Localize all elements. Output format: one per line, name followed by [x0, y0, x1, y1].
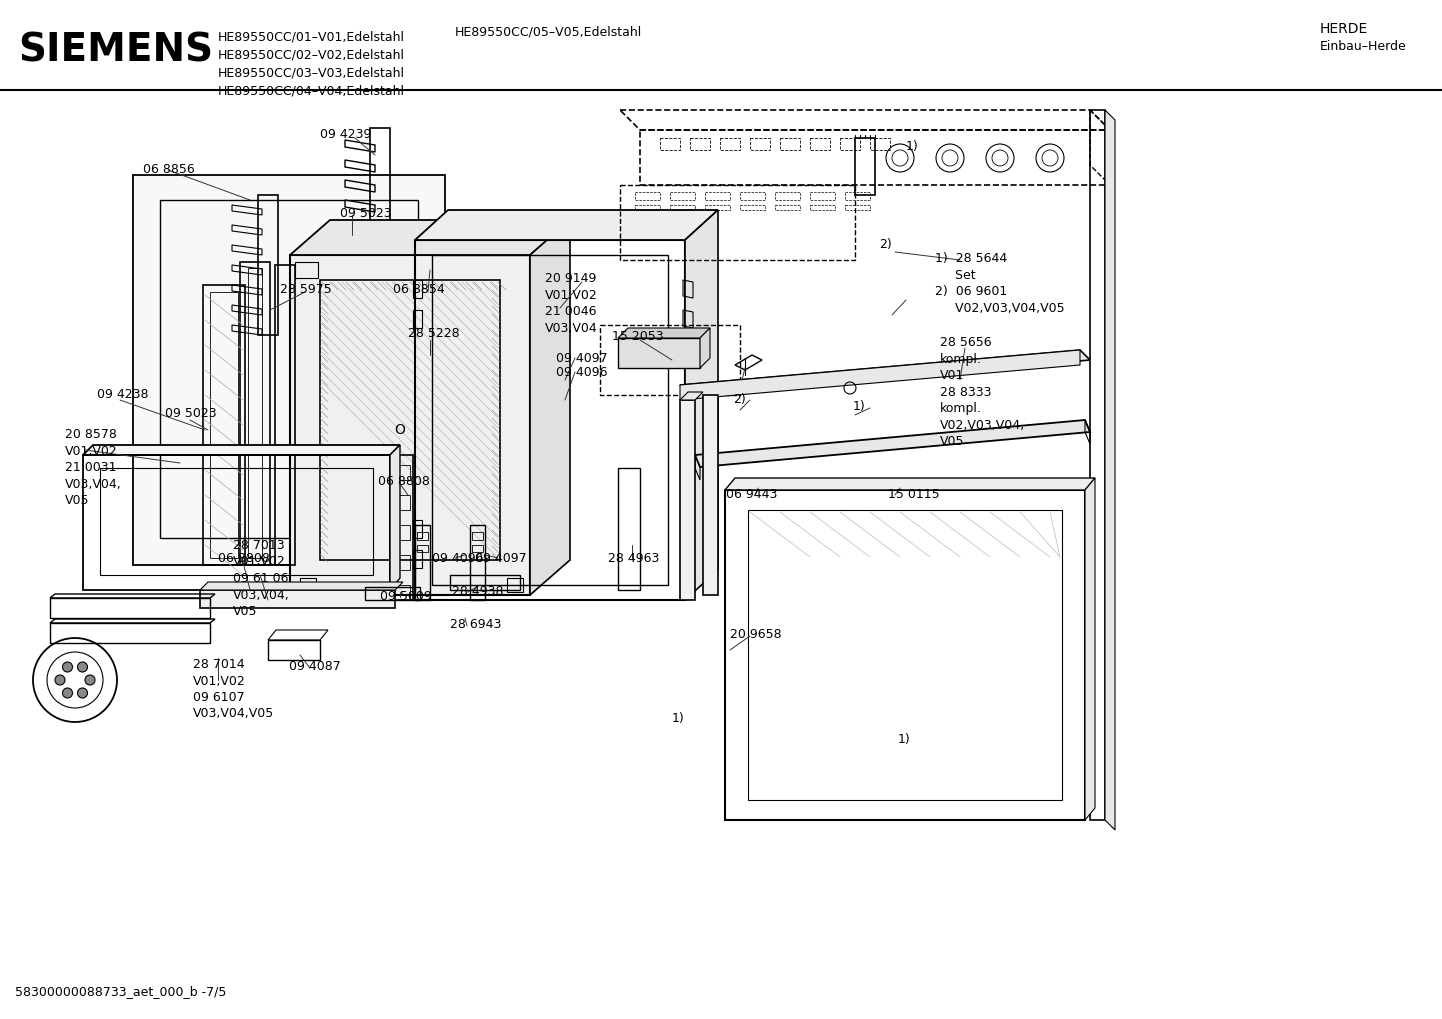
Text: 28 5656
kompl.
V01
28 8333
kompl.
V02,V03,V04,
V05: 28 5656 kompl. V01 28 8333 kompl. V02,V0…: [940, 336, 1025, 448]
Text: 1): 1): [898, 733, 911, 746]
Polygon shape: [290, 220, 570, 255]
Text: SIEMENS: SIEMENS: [17, 31, 213, 69]
Text: 58300000088733_aet_000_b -7/5: 58300000088733_aet_000_b -7/5: [14, 985, 226, 998]
Text: 06 8808: 06 8808: [218, 552, 270, 565]
Polygon shape: [1084, 478, 1094, 820]
Polygon shape: [681, 400, 695, 600]
Polygon shape: [681, 350, 1080, 400]
Circle shape: [85, 675, 95, 685]
Polygon shape: [200, 582, 402, 590]
Circle shape: [78, 688, 88, 698]
Polygon shape: [704, 395, 718, 595]
Text: 1): 1): [906, 140, 919, 153]
Text: 09 5023: 09 5023: [340, 207, 392, 220]
Polygon shape: [681, 350, 1090, 395]
Text: 09 4096: 09 4096: [433, 552, 483, 565]
Text: 09 4097: 09 4097: [474, 552, 526, 565]
Polygon shape: [619, 338, 699, 368]
Text: 2): 2): [733, 393, 746, 406]
Polygon shape: [685, 210, 718, 600]
Polygon shape: [1105, 110, 1115, 830]
Text: O: O: [395, 423, 405, 437]
Text: 06 8854: 06 8854: [394, 283, 444, 296]
Text: 1)  28 5644
     Set
2)  06 9601
     V02,V03,V04,V05: 1) 28 5644 Set 2) 06 9601 V02,V03,V04,V0…: [934, 252, 1064, 315]
Polygon shape: [699, 328, 709, 368]
Polygon shape: [681, 392, 704, 400]
Polygon shape: [531, 220, 570, 595]
Polygon shape: [619, 328, 709, 338]
Text: 20 9658: 20 9658: [730, 628, 782, 641]
Text: 09 4087: 09 4087: [288, 660, 340, 673]
Polygon shape: [84, 445, 399, 455]
Text: 09 5023: 09 5023: [164, 407, 216, 420]
Circle shape: [62, 688, 72, 698]
Text: 28 5228: 28 5228: [408, 327, 460, 340]
Polygon shape: [389, 445, 399, 590]
Circle shape: [78, 662, 88, 672]
Text: 28 6943: 28 6943: [450, 618, 502, 631]
Text: 09 4238: 09 4238: [97, 388, 149, 401]
Text: HE89550CC/05–V05,Edelstahl: HE89550CC/05–V05,Edelstahl: [456, 25, 642, 38]
Text: 28 4938: 28 4938: [451, 585, 503, 598]
Text: 28 7014
V01,V02
09 6107
V03,V04,V05: 28 7014 V01,V02 09 6107 V03,V04,V05: [193, 658, 274, 720]
Text: HERDE: HERDE: [1319, 22, 1368, 36]
Text: 06 8856: 06 8856: [143, 163, 195, 176]
Text: 09 4239: 09 4239: [320, 128, 372, 141]
Text: 15 2053: 15 2053: [611, 330, 663, 343]
Circle shape: [62, 662, 72, 672]
Text: 28 5975: 28 5975: [280, 283, 332, 296]
Text: 09 4097: 09 4097: [557, 352, 607, 365]
Text: 09 5009: 09 5009: [381, 590, 431, 603]
Text: 1): 1): [672, 712, 685, 725]
Text: 06 9443: 06 9443: [725, 488, 777, 501]
Text: 28 4963: 28 4963: [609, 552, 659, 565]
Text: 1): 1): [854, 400, 865, 413]
Circle shape: [55, 675, 65, 685]
Polygon shape: [725, 478, 1094, 490]
Polygon shape: [133, 175, 446, 565]
Text: HE89550CC/01–V01,Edelstahl
HE89550CC/02–V02,Edelstahl
HE89550CC/03–V03,Edelstahl: HE89550CC/01–V01,Edelstahl HE89550CC/02–…: [218, 30, 405, 97]
Text: 28 7013
V01,V02
09 61 06
V03,V04,
V05: 28 7013 V01,V02 09 61 06 V03,V04, V05: [234, 539, 290, 618]
Text: 20 8578
V01,V02
21 0031
V03,V04,
V05: 20 8578 V01,V02 21 0031 V03,V04, V05: [65, 428, 121, 507]
Polygon shape: [290, 255, 531, 595]
Polygon shape: [415, 210, 718, 240]
Text: 20 9149
V01,V02
21 0046
V03,V04: 20 9149 V01,V02 21 0046 V03,V04: [545, 272, 598, 334]
Polygon shape: [200, 590, 395, 608]
Polygon shape: [695, 420, 1090, 467]
Text: 15 0115: 15 0115: [888, 488, 940, 501]
Text: 2): 2): [880, 238, 891, 251]
Text: 06 8808: 06 8808: [378, 475, 430, 488]
Text: 09 4096: 09 4096: [557, 366, 607, 379]
Text: Einbau–Herde: Einbau–Herde: [1319, 40, 1407, 53]
